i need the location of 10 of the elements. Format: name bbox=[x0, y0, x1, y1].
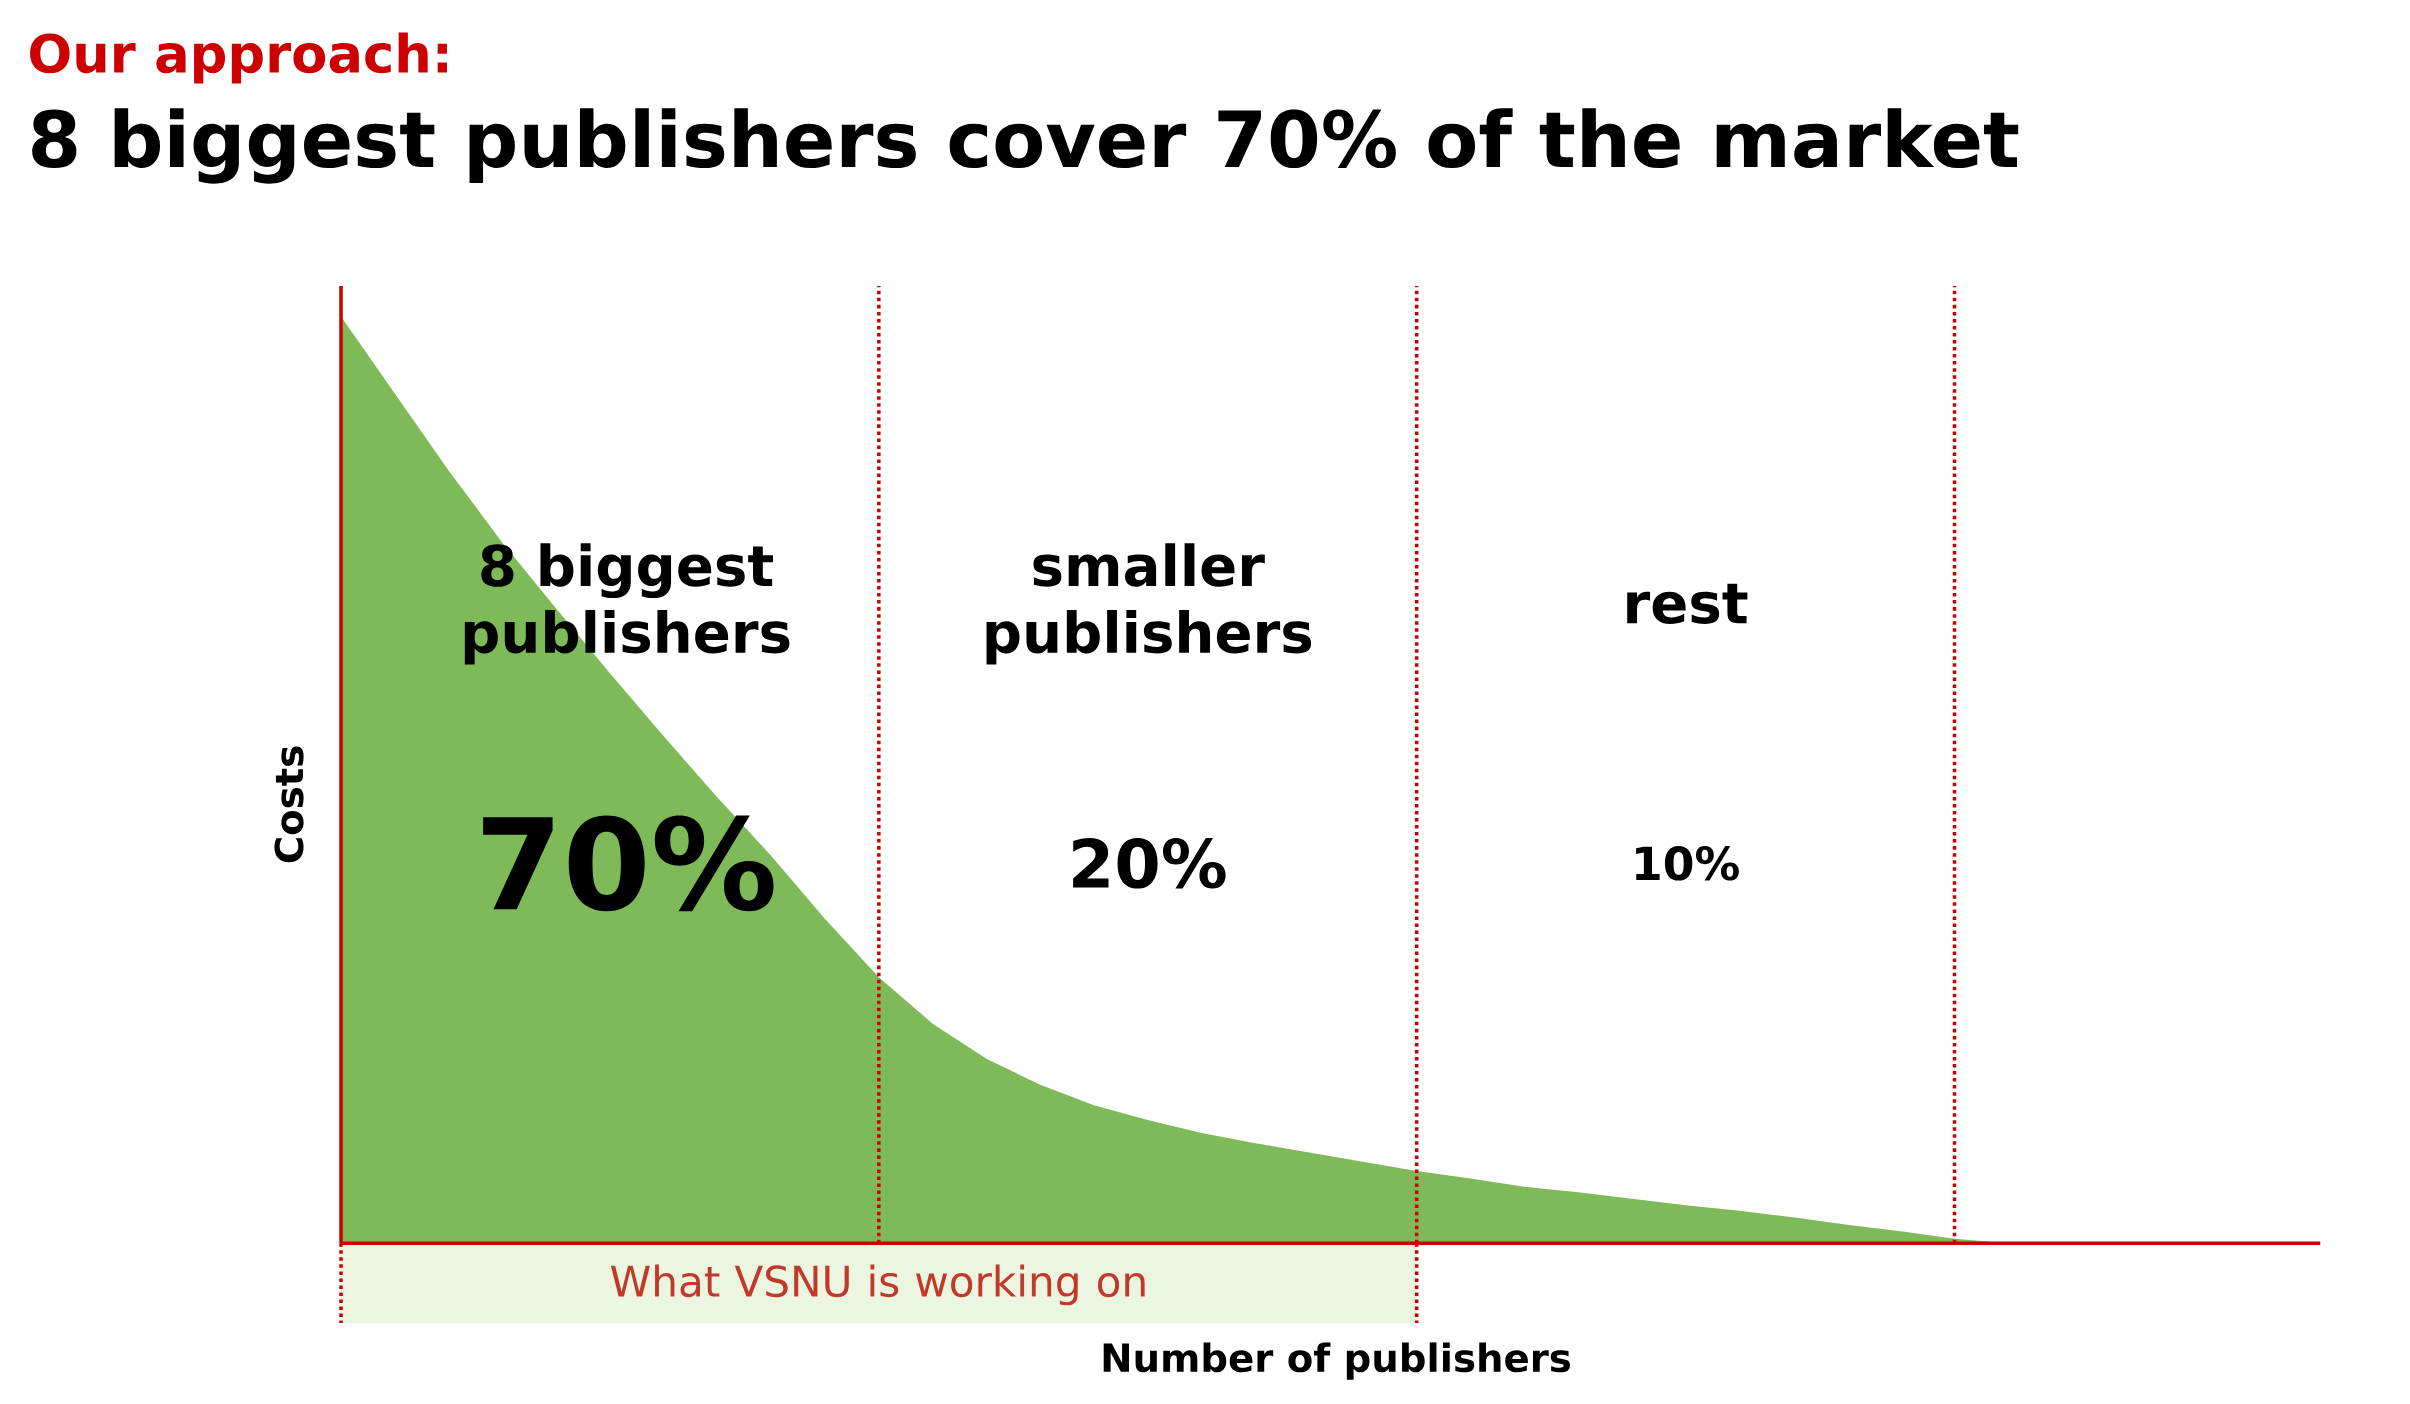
x-axis-title: Number of publishers bbox=[1103, 1342, 1570, 1380]
annotation: rest bbox=[1627, 583, 1748, 624]
y-axis-title: Costs bbox=[274, 746, 304, 863]
annotation: smaller publishers bbox=[986, 543, 1312, 665]
annotation: 70% bbox=[483, 815, 774, 912]
annotation: 10% bbox=[1636, 846, 1739, 881]
chart-subtitle: Our approach: bbox=[30, 32, 447, 84]
annotation: 20% bbox=[1073, 838, 1226, 889]
chart-title: 8 biggest publishers cover 70% of the market bbox=[32, 108, 2019, 184]
text: What VSNU is working on bbox=[610, 1264, 1145, 1306]
